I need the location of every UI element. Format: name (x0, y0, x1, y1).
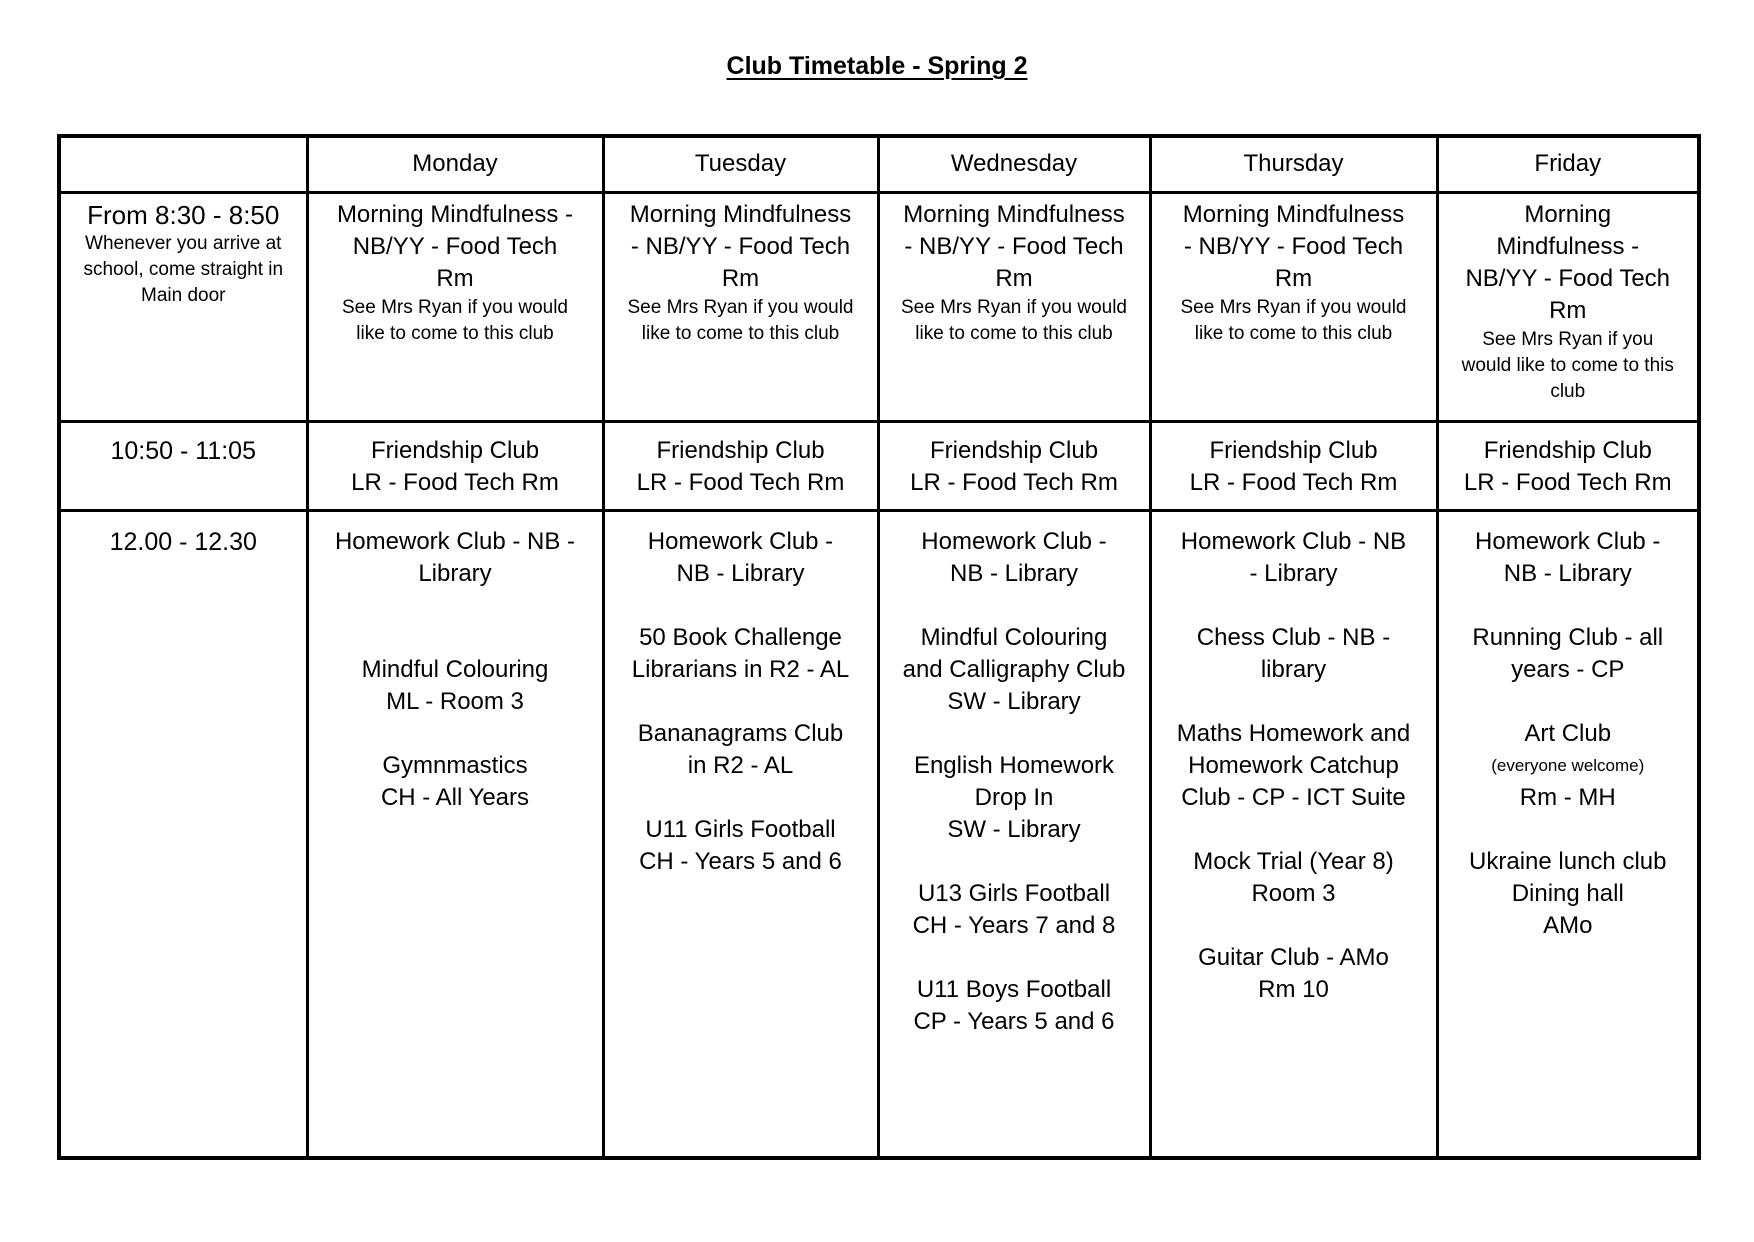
column-header-tuesday: Tuesday (601, 134, 880, 194)
club-note: See Mrs Ryan if you would like to come t… (1461, 328, 1674, 402)
time-note: Whenever you arrive at school, come stra… (83, 232, 284, 306)
club-note: (everyone welcome) (1491, 755, 1645, 775)
club-text: Morning Mindfulness - NB/YY - Food Tech … (903, 200, 1125, 292)
club-text: Friendship Club LR - Food Tech Rm (351, 436, 559, 496)
cell-wednesday-lunch: Homework Club - NB - Library Mindful Col… (876, 508, 1152, 1160)
club-text: Homework Club - NB - Library Chess Club … (1176, 527, 1411, 1003)
time-cell-lunch: 12.00 - 12.30 (57, 508, 309, 1160)
page-title: Club Timetable - Spring 2 (726, 52, 1028, 80)
club-note: See Mrs Ryan if you would like to come t… (901, 296, 1127, 344)
club-note: See Mrs Ryan if you would like to come t… (627, 296, 854, 344)
column-header-thursday: Thursday (1148, 134, 1439, 194)
row-lunch: 12.00 - 12.30 Homework Club - NB - Libra… (57, 508, 1701, 1160)
club-note: See Mrs Ryan if you would like to come t… (1180, 296, 1407, 344)
corner-cell (57, 134, 309, 194)
cell-thursday-lunch: Homework Club - NB - Library Chess Club … (1148, 508, 1439, 1160)
cell-monday-lunch: Homework Club - NB - Library Mindful Col… (305, 508, 605, 1160)
cell-thursday-break: Friendship Club LR - Food Tech Rm (1148, 419, 1439, 512)
cell-wednesday-morning: Morning Mindfulness - NB/YY - Food Tech … (876, 190, 1152, 423)
column-header-wednesday: Wednesday (876, 134, 1152, 194)
club-note: See Mrs Ryan if you would like to come t… (342, 296, 568, 344)
cell-thursday-morning: Morning Mindfulness - NB/YY - Food Tech … (1148, 190, 1439, 423)
cell-wednesday-break: Friendship Club LR - Food Tech Rm (876, 419, 1152, 512)
time-label: From 8:30 - 8:50 (87, 199, 280, 230)
row-morning: From 8:30 - 8:50 Whenever you arrive at … (57, 190, 1701, 423)
club-text: Morning Mindfulness - NB/YY - Food Tech … (629, 200, 852, 292)
time-cell-morning: From 8:30 - 8:50 Whenever you arrive at … (57, 190, 309, 423)
club-text: Homework Club - NB - Library Mindful Col… (334, 527, 576, 811)
column-header-monday: Monday (305, 134, 605, 194)
cell-monday-break: Friendship Club LR - Food Tech Rm (305, 419, 605, 512)
club-text: Friendship Club LR - Food Tech Rm (1463, 436, 1672, 496)
club-text: Morning Mindfulness - NB/YY - Food Tech … (336, 200, 574, 292)
header-row: Monday Tuesday Wednesday Thursday Friday (57, 134, 1701, 194)
column-header-friday: Friday (1435, 134, 1701, 194)
cell-tuesday-break: Friendship Club LR - Food Tech Rm (601, 419, 880, 512)
club-timetable: Monday Tuesday Wednesday Thursday Friday… (57, 134, 1701, 1160)
club-text: Morning Mindfulness - NB/YY - Food Tech … (1182, 200, 1405, 292)
cell-friday-morning: Morning Mindfulness - NB/YY - Food Tech … (1435, 190, 1701, 423)
cell-friday-break: Friendship Club LR - Food Tech Rm (1435, 419, 1701, 512)
club-text: Homework Club - NB - Library 50 Book Cha… (631, 527, 850, 875)
cell-tuesday-lunch: Homework Club - NB - Library 50 Book Cha… (601, 508, 880, 1160)
club-text: Homework Club - NB - Library Running Clu… (1472, 527, 1664, 747)
cell-tuesday-morning: Morning Mindfulness - NB/YY - Food Tech … (601, 190, 880, 423)
cell-friday-lunch: Homework Club - NB - Library Running Clu… (1435, 508, 1701, 1160)
club-text: Homework Club - NB - Library Mindful Col… (902, 527, 1126, 1035)
cell-monday-morning: Morning Mindfulness - NB/YY - Food Tech … (305, 190, 605, 423)
time-cell-break: 10:50 - 11:05 (57, 419, 309, 512)
club-text: Friendship Club LR - Food Tech Rm (910, 436, 1118, 496)
row-break: 10:50 - 11:05 Friendship Club LR - Food … (57, 419, 1701, 512)
club-text: Rm - MH Ukraine lunch club Dining hall A… (1469, 783, 1667, 939)
club-text: Friendship Club LR - Food Tech Rm (1189, 436, 1398, 496)
time-label: 10:50 - 11:05 (110, 436, 256, 465)
club-text: Morning Mindfulness - NB/YY - Food Tech … (1465, 200, 1671, 324)
club-text: Friendship Club LR - Food Tech Rm (636, 436, 845, 496)
time-label: 12.00 - 12.30 (109, 527, 257, 556)
